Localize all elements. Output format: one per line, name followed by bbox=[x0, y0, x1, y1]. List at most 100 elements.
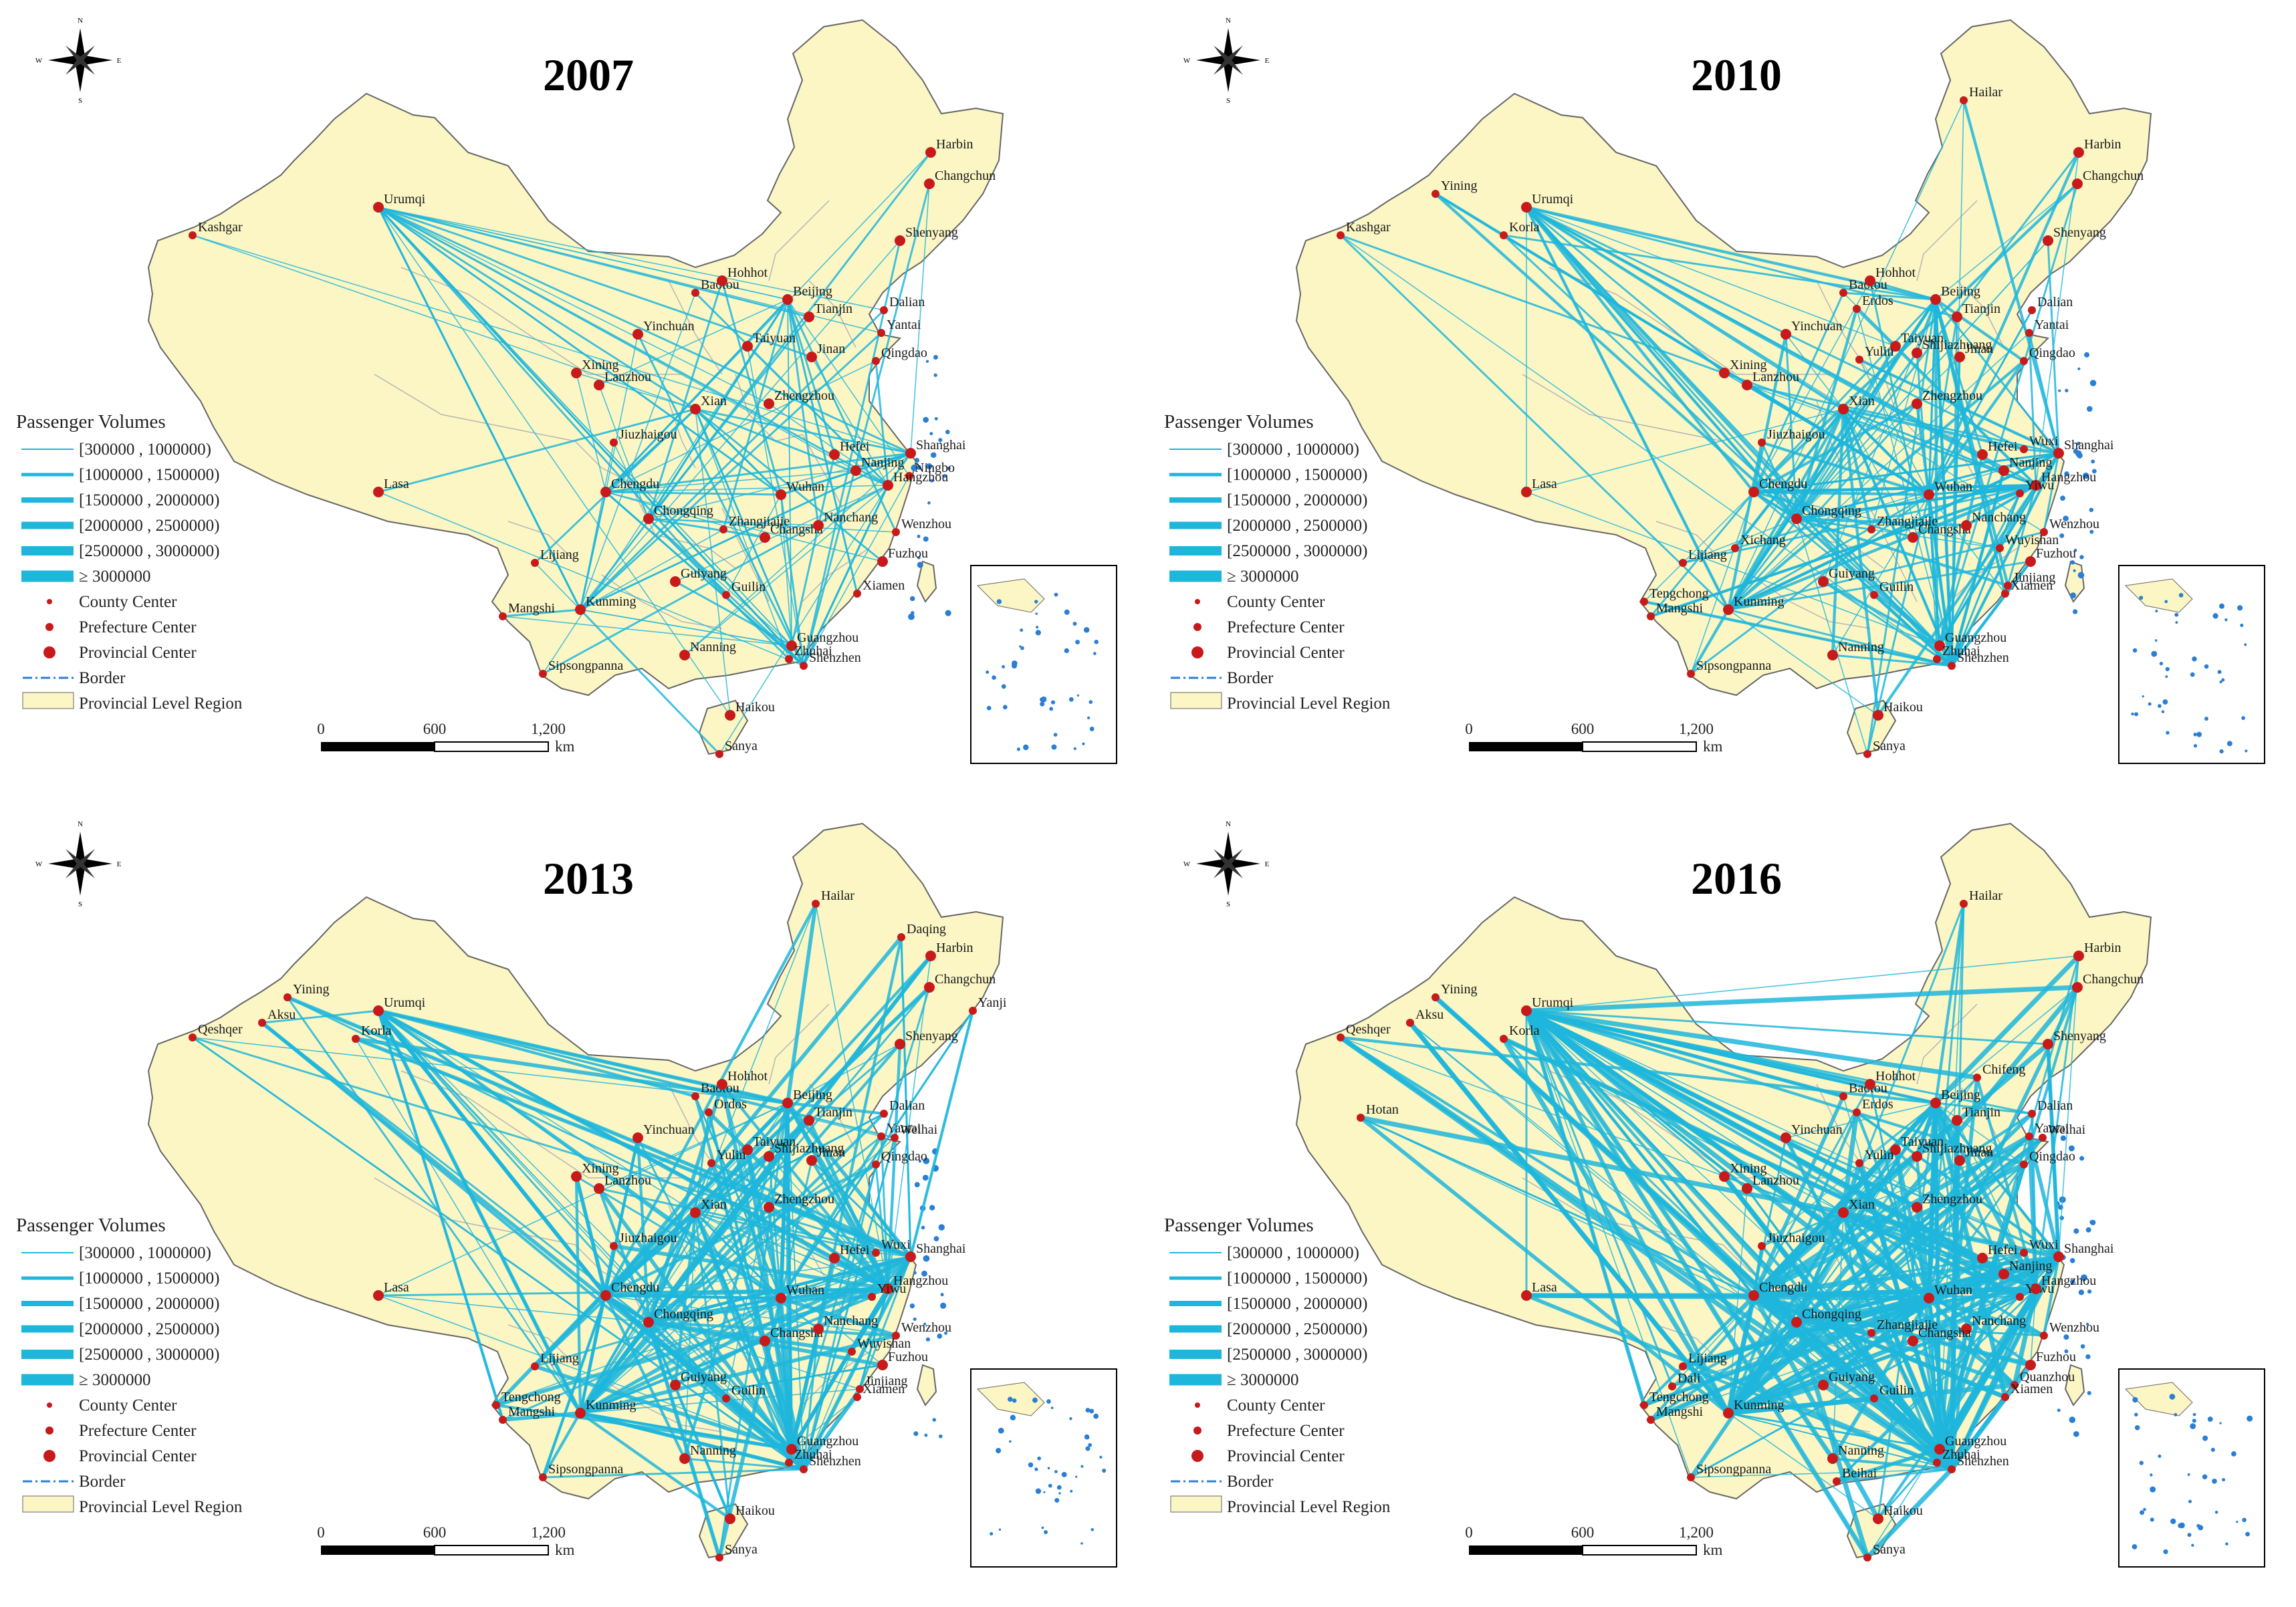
route-line bbox=[1526, 985, 2078, 1013]
legend-prefecture: Prefecture Center bbox=[79, 1422, 197, 1440]
city-marker-baotou bbox=[1839, 1092, 1847, 1100]
route-line bbox=[1795, 408, 1845, 519]
route-line bbox=[1727, 403, 1918, 610]
city-marker-changsha bbox=[1908, 1336, 1918, 1346]
city-marker-shijiazhuang bbox=[1912, 348, 1922, 358]
city-label-chongqing: Chongqing bbox=[654, 1307, 713, 1322]
legend-class-3: [2000000 , 2500000) bbox=[79, 517, 219, 535]
legend-class-0: [300000 , 1000000) bbox=[1227, 1244, 1359, 1262]
route-line bbox=[1761, 1102, 1936, 1247]
scale-tick-0: 0 bbox=[1465, 721, 1473, 737]
route-line bbox=[578, 1245, 616, 1414]
inset-island bbox=[2221, 678, 2225, 682]
route-line bbox=[674, 1255, 912, 1387]
city-label-shenyang: Shenyang bbox=[905, 1029, 958, 1043]
coastal-island bbox=[923, 1255, 930, 1262]
city-label-sanya: Sanya bbox=[725, 739, 758, 753]
scale-tick-2: 1,200 bbox=[531, 1524, 566, 1541]
route-line bbox=[803, 1256, 911, 1470]
city-marker-shenzhen bbox=[800, 662, 808, 670]
city-label-harbin: Harbin bbox=[936, 941, 973, 955]
route-line bbox=[286, 997, 582, 1414]
city-label-jiuzhaigou: Jiuzhaigou bbox=[619, 427, 677, 442]
route-line bbox=[1526, 491, 1940, 646]
inset-island bbox=[1035, 612, 1038, 615]
city-label-hohhot: Hohhot bbox=[1875, 265, 1916, 280]
city-label-wuhan: Wuhan bbox=[1934, 1283, 1972, 1297]
city-marker-tengchong bbox=[1640, 1401, 1648, 1409]
coastal-island bbox=[2085, 1227, 2091, 1233]
city-marker-jiuzhaigou bbox=[1758, 439, 1766, 447]
city-marker-korla bbox=[352, 1035, 360, 1043]
coastal-island bbox=[917, 534, 921, 538]
inset-island bbox=[2150, 1517, 2154, 1522]
coastal-island bbox=[2070, 592, 2076, 599]
route-line bbox=[378, 207, 770, 404]
coastal-island bbox=[943, 474, 947, 478]
compass-n: N bbox=[78, 17, 83, 25]
city-label-guilin: Guilin bbox=[731, 580, 766, 594]
inset-island bbox=[2134, 1425, 2140, 1431]
coastal-island bbox=[925, 360, 929, 363]
route-line bbox=[1690, 1287, 2037, 1479]
city-marker-zhengzhou bbox=[764, 1202, 774, 1213]
legend-provincial-marker bbox=[1191, 646, 1203, 658]
route-line bbox=[580, 491, 606, 610]
city-marker-sanya bbox=[1863, 750, 1871, 758]
route-line bbox=[856, 1256, 912, 1398]
route-line bbox=[1734, 408, 1845, 549]
city-marker-shenzhen bbox=[1948, 662, 1956, 670]
route-line bbox=[1835, 1287, 2037, 1483]
scale-unit: km bbox=[1703, 1541, 1723, 1558]
coastal-island bbox=[2089, 507, 2094, 513]
route-line bbox=[377, 1010, 504, 1420]
city-marker-shenzhen bbox=[1948, 1465, 1956, 1473]
scale-tick-2: 1,200 bbox=[1679, 1524, 1714, 1541]
route-line bbox=[787, 299, 910, 477]
city-marker-lanzhou bbox=[1742, 380, 1752, 390]
compass-e: E bbox=[1265, 860, 1270, 868]
inset-island bbox=[986, 670, 990, 674]
route-line bbox=[378, 206, 782, 496]
route-line bbox=[1785, 334, 1798, 519]
inset-island bbox=[1034, 600, 1038, 604]
route-line bbox=[786, 299, 836, 455]
route-line bbox=[1526, 206, 1725, 374]
city-label-xiamen: Xiamen bbox=[863, 1382, 905, 1396]
route-line bbox=[790, 1328, 820, 1450]
route-line bbox=[803, 475, 910, 666]
route-line bbox=[694, 1212, 805, 1470]
route-line bbox=[378, 408, 696, 493]
coastal-island bbox=[921, 1225, 925, 1230]
city-label-wuxi: Wuxi bbox=[2029, 434, 2059, 449]
city-label-sipsongpanna: Sipsongpanna bbox=[1696, 1462, 1771, 1477]
city-marker-wuhan bbox=[776, 1293, 786, 1304]
route-line bbox=[1682, 484, 2037, 564]
inset-island bbox=[1049, 707, 1054, 711]
city-marker-chongqing bbox=[1791, 1317, 1802, 1328]
route-line bbox=[1339, 234, 1730, 611]
city-label-zhengzhou: Zhengzhou bbox=[774, 388, 834, 403]
inset-island bbox=[1053, 733, 1058, 737]
route-line bbox=[604, 1295, 686, 1459]
route-line bbox=[1728, 452, 2059, 611]
city-label-xining: Xining bbox=[1730, 358, 1767, 372]
inset-island bbox=[1061, 1471, 1067, 1477]
route-line bbox=[2043, 453, 2060, 533]
city-label-urumqi: Urumqi bbox=[384, 995, 426, 1010]
legend-county-marker bbox=[1195, 1402, 1200, 1408]
city-marker-xian bbox=[690, 1207, 701, 1218]
compass-w: W bbox=[1183, 57, 1191, 65]
city-label-tianjin: Tianjin bbox=[814, 1105, 852, 1120]
city-marker-sipsongpanna bbox=[1687, 1473, 1695, 1481]
city-marker-hailar bbox=[1960, 96, 1968, 104]
route-line bbox=[1643, 491, 1754, 602]
city-label-zhuhai: Zhuhai bbox=[794, 1447, 832, 1462]
inset-island bbox=[1051, 744, 1057, 750]
city-label-beihai: Beihai bbox=[1842, 1466, 1877, 1481]
province-border bbox=[1548, 267, 1697, 348]
route-line bbox=[605, 491, 883, 562]
legend-class-2: [1500000 , 2000000) bbox=[79, 1295, 219, 1313]
city-marker-jiuzhaigou bbox=[610, 1242, 618, 1250]
city-label-mangshi: Mangshi bbox=[508, 601, 555, 616]
